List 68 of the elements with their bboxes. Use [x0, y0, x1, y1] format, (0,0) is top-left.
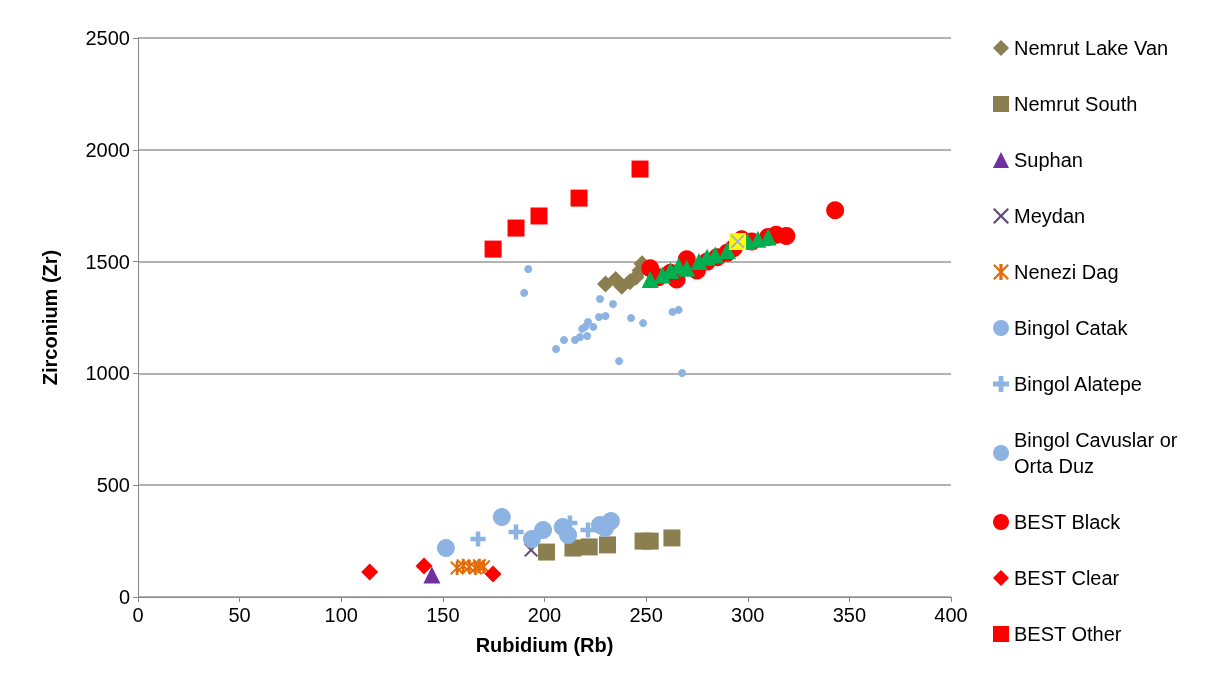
point — [826, 201, 845, 220]
point — [641, 270, 659, 288]
x-tick-label: 0 — [132, 604, 144, 626]
y-tick-label: 2500 — [85, 27, 130, 49]
point — [580, 538, 598, 556]
legend-label: Suphan — [1014, 149, 1083, 171]
x-tick-label: 50 — [228, 604, 251, 626]
point — [580, 522, 596, 538]
legend-label: Nenezi Dag — [1014, 261, 1119, 283]
legend-label: Nemrut South — [1014, 93, 1138, 115]
point — [678, 259, 696, 277]
point — [492, 507, 511, 526]
x-tick-label: 400 — [934, 604, 968, 626]
point — [678, 368, 687, 377]
point — [423, 566, 441, 584]
point — [615, 357, 624, 366]
point — [559, 526, 578, 545]
point — [436, 539, 455, 558]
point — [524, 264, 533, 273]
point — [601, 311, 610, 320]
point — [627, 313, 636, 322]
legend-label: BEST Other — [1014, 623, 1122, 645]
y-tick-label: 2000 — [85, 138, 130, 161]
point — [641, 532, 659, 550]
point — [507, 219, 525, 237]
legend-label: Nemrut Lake Van — [1014, 37, 1169, 59]
legend-label: BEST Black — [1014, 511, 1122, 533]
y-tick-label: 0 — [118, 586, 130, 608]
point — [415, 557, 433, 575]
legend-label: Meydan — [1014, 205, 1086, 227]
point — [674, 305, 683, 314]
point — [508, 524, 524, 540]
x-tick-label: 100 — [324, 604, 358, 626]
x-axis-title: Rubidium (Rb) — [475, 634, 614, 656]
point — [599, 536, 617, 554]
y-tick-label: 1500 — [85, 250, 130, 273]
point — [571, 336, 579, 345]
point — [484, 565, 502, 583]
point — [484, 240, 502, 258]
point — [520, 288, 529, 297]
point — [589, 322, 598, 331]
point — [470, 531, 486, 547]
legend-label: Bingol Catak — [1014, 317, 1129, 339]
point — [361, 563, 379, 581]
y-tick-label: 1000 — [85, 362, 130, 385]
legend-label: Bingol Alatepe — [1014, 373, 1142, 395]
point — [538, 543, 556, 561]
y-tick-label: 500 — [96, 474, 130, 497]
point — [594, 313, 603, 322]
point — [583, 332, 592, 341]
x-tick-label: 250 — [629, 604, 663, 626]
point — [534, 520, 553, 539]
point — [639, 319, 648, 328]
point — [631, 160, 649, 178]
point — [530, 207, 548, 225]
x-tick-label: 350 — [832, 604, 867, 626]
point — [560, 336, 569, 345]
legend-label: BEST Clear — [1014, 567, 1120, 589]
point — [609, 300, 617, 309]
point — [570, 189, 588, 207]
point — [663, 529, 681, 547]
x-tick-label: 150 — [426, 604, 460, 626]
y-axis-title: Zirconium (Zr) — [39, 249, 61, 386]
legend-label: Bingol Cavuslar or Orta Duz — [1014, 429, 1183, 477]
x-tick-label: 200 — [527, 604, 562, 626]
point — [552, 345, 561, 354]
x-tick-label: 300 — [731, 604, 765, 626]
point — [596, 294, 604, 303]
